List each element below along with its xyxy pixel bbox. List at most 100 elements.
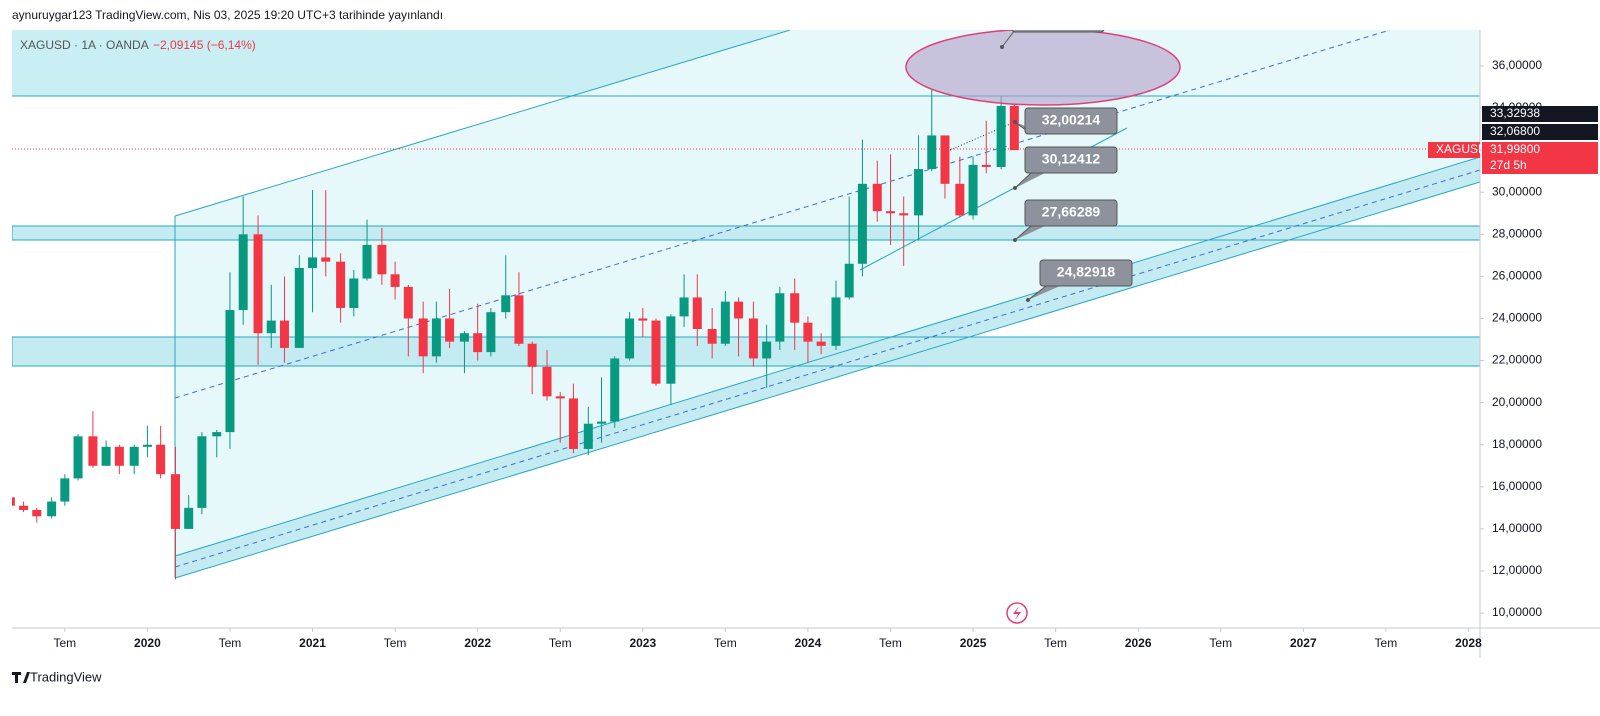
candle-body bbox=[734, 301, 744, 319]
candle-body bbox=[156, 444, 166, 475]
candle-body bbox=[968, 164, 978, 216]
callout-pointer bbox=[1001, 30, 1100, 48]
header-title: aynuruygar123 TradingView.com, Nis 03, 2… bbox=[12, 8, 443, 22]
candles bbox=[12, 89, 1019, 580]
y-tick-label: 26,00000 bbox=[1492, 269, 1542, 283]
y-tick-label: 24,00000 bbox=[1492, 311, 1542, 325]
candle-body bbox=[238, 234, 248, 311]
y-tick-label: 10,00000 bbox=[1492, 605, 1542, 619]
annotation: 30,12412 bbox=[1042, 151, 1101, 167]
x-tick-label: Tem bbox=[714, 636, 737, 650]
candle-body bbox=[445, 318, 455, 342]
candle-body bbox=[418, 318, 428, 357]
candle-body bbox=[362, 244, 372, 279]
x-tick-label: 2026 bbox=[1125, 636, 1152, 650]
callout-box bbox=[1024, 199, 1118, 227]
candle-body bbox=[651, 320, 661, 384]
candle-body bbox=[473, 333, 483, 353]
dashed-line bbox=[174, 169, 1480, 568]
y-tick-label: 22,00000 bbox=[1492, 353, 1542, 367]
candle-body bbox=[707, 329, 717, 344]
candle-body bbox=[762, 341, 772, 359]
channel-fill bbox=[175, 30, 1480, 578]
candle-body bbox=[142, 444, 152, 447]
candle-body bbox=[996, 105, 1006, 167]
x-tick-label: Tem bbox=[219, 636, 242, 650]
x-tick-label: 2028 bbox=[1455, 636, 1482, 650]
candle-body bbox=[914, 169, 924, 216]
candle-body bbox=[47, 501, 57, 517]
footer-brand: TradingView bbox=[30, 669, 102, 684]
candle-body bbox=[831, 297, 841, 346]
x-tick-label: 2021 bbox=[299, 636, 326, 650]
channel-line bbox=[174, 181, 1480, 579]
candle-body bbox=[266, 320, 276, 334]
annotation: 24,82918 bbox=[1057, 264, 1116, 280]
price-label: 27d 5h bbox=[1490, 158, 1527, 172]
callout-box bbox=[1024, 146, 1118, 174]
candle-body bbox=[88, 436, 98, 466]
candle-body bbox=[555, 396, 565, 399]
candle-body bbox=[927, 135, 937, 170]
candle-body bbox=[872, 183, 882, 212]
candle-body bbox=[514, 295, 524, 344]
candle-body bbox=[899, 213, 909, 216]
candle-body bbox=[184, 507, 194, 529]
x-tick-label: Tem bbox=[879, 636, 902, 650]
event-bolt bbox=[1013, 606, 1021, 620]
candle-body bbox=[197, 436, 207, 508]
candle-body bbox=[212, 432, 222, 437]
y-tick-label: 12,00000 bbox=[1492, 563, 1542, 577]
candle-body bbox=[60, 478, 70, 502]
price-label-box bbox=[1482, 106, 1598, 122]
candle-body bbox=[790, 293, 800, 323]
zone bbox=[12, 336, 1480, 367]
price-label: 33,32938 bbox=[1490, 106, 1540, 120]
price-label-box bbox=[1482, 124, 1598, 140]
anchor bbox=[1013, 238, 1017, 242]
candle-body bbox=[816, 341, 826, 346]
symbol: XAGUSD · 1A · OANDA bbox=[20, 38, 149, 52]
x-tick-label: 2023 bbox=[629, 636, 656, 650]
candle-body bbox=[1009, 105, 1019, 151]
change: −2,09145 (−6,14%) bbox=[153, 38, 256, 52]
candle-body bbox=[597, 421, 607, 424]
y-tick-label: 14,00000 bbox=[1492, 521, 1542, 535]
price-label: XAGUSD bbox=[1436, 142, 1487, 156]
anchor bbox=[1013, 120, 1017, 124]
candle-body bbox=[568, 398, 578, 449]
candle-body bbox=[857, 183, 867, 264]
candle-body bbox=[253, 234, 263, 334]
price-label-box bbox=[1482, 142, 1598, 158]
candle-body bbox=[748, 318, 758, 359]
y-tick-label: 16,00000 bbox=[1492, 479, 1542, 493]
candle-body bbox=[679, 297, 689, 317]
candle-body bbox=[501, 295, 511, 313]
logo bbox=[12, 672, 30, 683]
price-label: 32,06800 bbox=[1490, 124, 1540, 138]
candle-body bbox=[431, 318, 441, 357]
x-tick-label: 2020 bbox=[134, 636, 161, 650]
x-tick-label: Tem bbox=[54, 636, 77, 650]
candle-body bbox=[377, 244, 387, 275]
candle-body bbox=[32, 509, 42, 517]
candle-body bbox=[666, 316, 676, 384]
x-tick-label: Tem bbox=[1209, 636, 1232, 650]
candle-body bbox=[336, 261, 346, 308]
candle-body bbox=[73, 436, 83, 479]
candle-body bbox=[403, 286, 413, 319]
overlay bbox=[905, 30, 1181, 624]
anchor bbox=[1026, 298, 1030, 302]
candle-body bbox=[19, 505, 29, 510]
x-tick-label: 2022 bbox=[464, 636, 491, 650]
y-tick-label: 18,00000 bbox=[1492, 437, 1542, 451]
price-label-box bbox=[1428, 142, 1480, 158]
candle-body bbox=[294, 267, 304, 348]
anchor bbox=[1000, 45, 1004, 49]
candle-body bbox=[486, 312, 496, 353]
candle-body bbox=[625, 318, 635, 359]
candle-body bbox=[542, 366, 552, 397]
y-tick-label: 20,00000 bbox=[1492, 395, 1542, 409]
x-tick-label: 2024 bbox=[795, 636, 822, 650]
candle-body bbox=[321, 257, 331, 262]
